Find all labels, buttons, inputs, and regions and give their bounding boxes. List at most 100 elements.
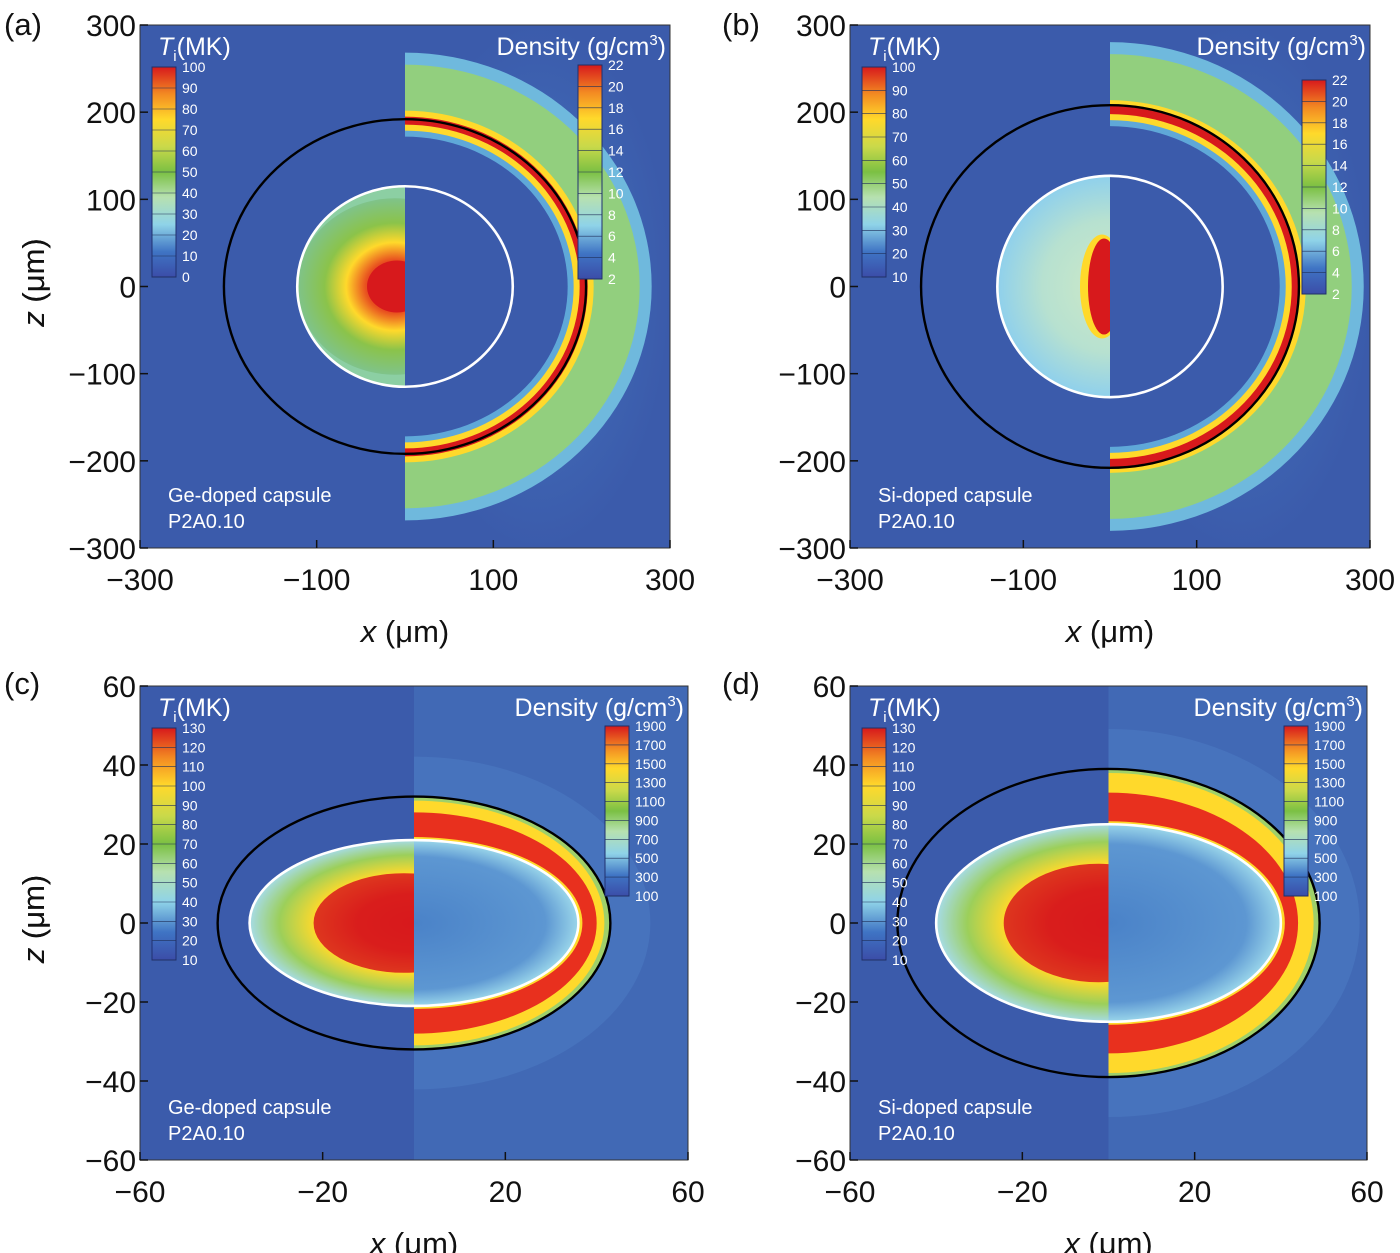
- density-colorbar-label: 16: [608, 121, 624, 137]
- temperature-colorbar-label: 70: [182, 836, 198, 852]
- x-tick-label: −60: [115, 1176, 166, 1209]
- density-colorbar-label: 1100: [1314, 794, 1344, 810]
- capsule-design-label: P2A0.10: [878, 1123, 955, 1145]
- y-tick-label: 0: [829, 272, 846, 305]
- capsule-design-label: P2A0.10: [878, 511, 955, 533]
- x-tick-label: −20: [997, 1176, 1048, 1209]
- density-colorbar-label: 10: [608, 185, 624, 201]
- temperature-colorbar-label: 40: [182, 185, 198, 201]
- density-colorbar-label: 900: [635, 812, 659, 828]
- density-colorbar-label: 10: [1332, 200, 1348, 216]
- y-axis-label: z (μm): [16, 238, 51, 327]
- temperature-colorbar-label: 80: [892, 106, 908, 122]
- capsule-design-label: P2A0.10: [168, 511, 245, 533]
- x-tick-label: 300: [645, 564, 695, 597]
- density-colorbar-label: 14: [1332, 158, 1348, 174]
- temperature-colorbar-label: 60: [892, 152, 908, 168]
- y-tick-label: −200: [778, 446, 846, 479]
- x-tick-label: 60: [671, 1176, 704, 1209]
- hotspot-field: [997, 175, 1110, 398]
- temperature-colorbar-label: 70: [892, 836, 908, 852]
- density-colorbar-label: 1500: [635, 756, 666, 772]
- panel-d: −60 −20 20 60 60 40 20 0 −20 −40 −60 x (μm) z (μm) (d…: [16, 666, 1384, 1253]
- hotspot-peak: [367, 260, 405, 313]
- temperature-colorbar-label: 40: [892, 894, 908, 910]
- density-colorbar-label: 300: [635, 869, 659, 885]
- temperature-colorbar-label: 60: [182, 143, 198, 159]
- temperature-colorbar-label: 100: [182, 59, 206, 75]
- hotspot-boundary-contour: [295, 184, 515, 389]
- temperature-colorbar-label: 90: [892, 797, 908, 813]
- density-title: Density (g/cm3): [1197, 32, 1366, 61]
- y-tick-label: −20: [85, 987, 136, 1020]
- hotspot-boundary-contour: [934, 822, 1283, 1024]
- temperature-half: [997, 175, 1110, 398]
- hotspot-peak: [1003, 863, 1109, 983]
- core-density: [405, 136, 568, 437]
- temperature-colorbar-label: 70: [892, 129, 908, 145]
- y-tick-label: 40: [813, 750, 846, 783]
- temperature-half: [249, 840, 414, 1006]
- density-colorbar-label: 6: [1332, 243, 1340, 259]
- capsule-caption: Ge-doped capsule: [168, 1097, 331, 1119]
- y-tick-label: −100: [778, 359, 846, 392]
- x-axis-label: x (μm): [368, 1226, 458, 1253]
- hotspot-boundary-contour: [996, 174, 1224, 399]
- x-tick-label: 100: [468, 564, 518, 597]
- temperature-colorbar: 100 90 80 70 60 50 40 30 20 10: [861, 59, 916, 285]
- temperature-colorbar-label: 110: [892, 759, 915, 775]
- x-tick-label: −300: [816, 564, 884, 597]
- temperature-colorbar: 130 120 110 100 90 80 70 60 50 40 30 20 10: [151, 720, 206, 968]
- y-tick-label: 20: [103, 829, 136, 862]
- density-colorbar-label: 500: [635, 850, 659, 866]
- density-colorbar-label: 1100: [635, 794, 665, 810]
- capsule-caption: Si-doped capsule: [878, 1097, 1033, 1119]
- density-half: [414, 686, 688, 1160]
- y-tick-label: 20: [813, 829, 846, 862]
- temperature-half: [936, 824, 1109, 1022]
- plot-area: [850, 25, 1370, 548]
- temperature-colorbar-label: 30: [892, 222, 908, 238]
- density-colorbar-label: 300: [1314, 869, 1338, 885]
- y-tick-label: 60: [103, 671, 136, 704]
- x-tick-label: 20: [1178, 1176, 1211, 1209]
- density-colorbar-gradient: [1283, 725, 1309, 897]
- shell-boundary-contour: [896, 767, 1321, 1079]
- temperature-colorbar-label: 120: [182, 739, 206, 755]
- temperature-colorbar-label: 60: [892, 855, 908, 871]
- density-colorbar: 22 20 18 16 14 12 10 8 6 4 2: [1301, 72, 1348, 302]
- y-tick-label: 300: [796, 10, 846, 43]
- density-colorbar-label: 900: [1314, 812, 1338, 828]
- temperature-colorbar-label: 80: [182, 817, 198, 833]
- temperature-colorbar-label: 120: [892, 739, 916, 755]
- panel-c: −60 −20 20 60 60 40 20 0 −20 −40 −60 x (μm) z (μm) (c…: [4, 666, 705, 1253]
- y-tick-label: 0: [119, 272, 136, 305]
- density-colorbar: 1900 1700 1500 1300 1100 900 700 500 300 100: [1283, 718, 1345, 904]
- density-colorbar-label: 8: [608, 207, 616, 223]
- temperature-colorbar-label: 10: [892, 269, 908, 285]
- density-colorbar-label: 20: [1332, 93, 1348, 109]
- density-colorbar-label: 22: [1332, 72, 1348, 88]
- density-colorbar-label: 4: [608, 250, 616, 266]
- temperature-colorbar-label: 90: [892, 82, 908, 98]
- y-tick-label: 60: [813, 671, 846, 704]
- plot-area: [850, 686, 1367, 1160]
- density-colorbar-label: 6: [608, 228, 616, 244]
- hotspot-boundary-contour: [248, 838, 580, 1008]
- y-tick-label: −40: [795, 1066, 846, 1099]
- x-axis-label: x (μm): [359, 614, 449, 649]
- capsule-caption: Ge-doped capsule: [168, 485, 331, 507]
- density-colorbar-label: 16: [1332, 136, 1348, 152]
- temperature-colorbar-label: 10: [182, 248, 198, 264]
- y-tick-label: 200: [86, 97, 136, 130]
- temperature-half: [297, 186, 405, 387]
- density-title: Density (g/cm3): [497, 32, 666, 61]
- y-axis-label: z (μm): [16, 238, 51, 327]
- temperature-colorbar-label: 90: [182, 80, 198, 96]
- temperature-title: Ti(MK): [158, 694, 231, 726]
- density-colorbar-label: 1500: [1314, 756, 1345, 772]
- y-tick-label: 0: [829, 908, 846, 941]
